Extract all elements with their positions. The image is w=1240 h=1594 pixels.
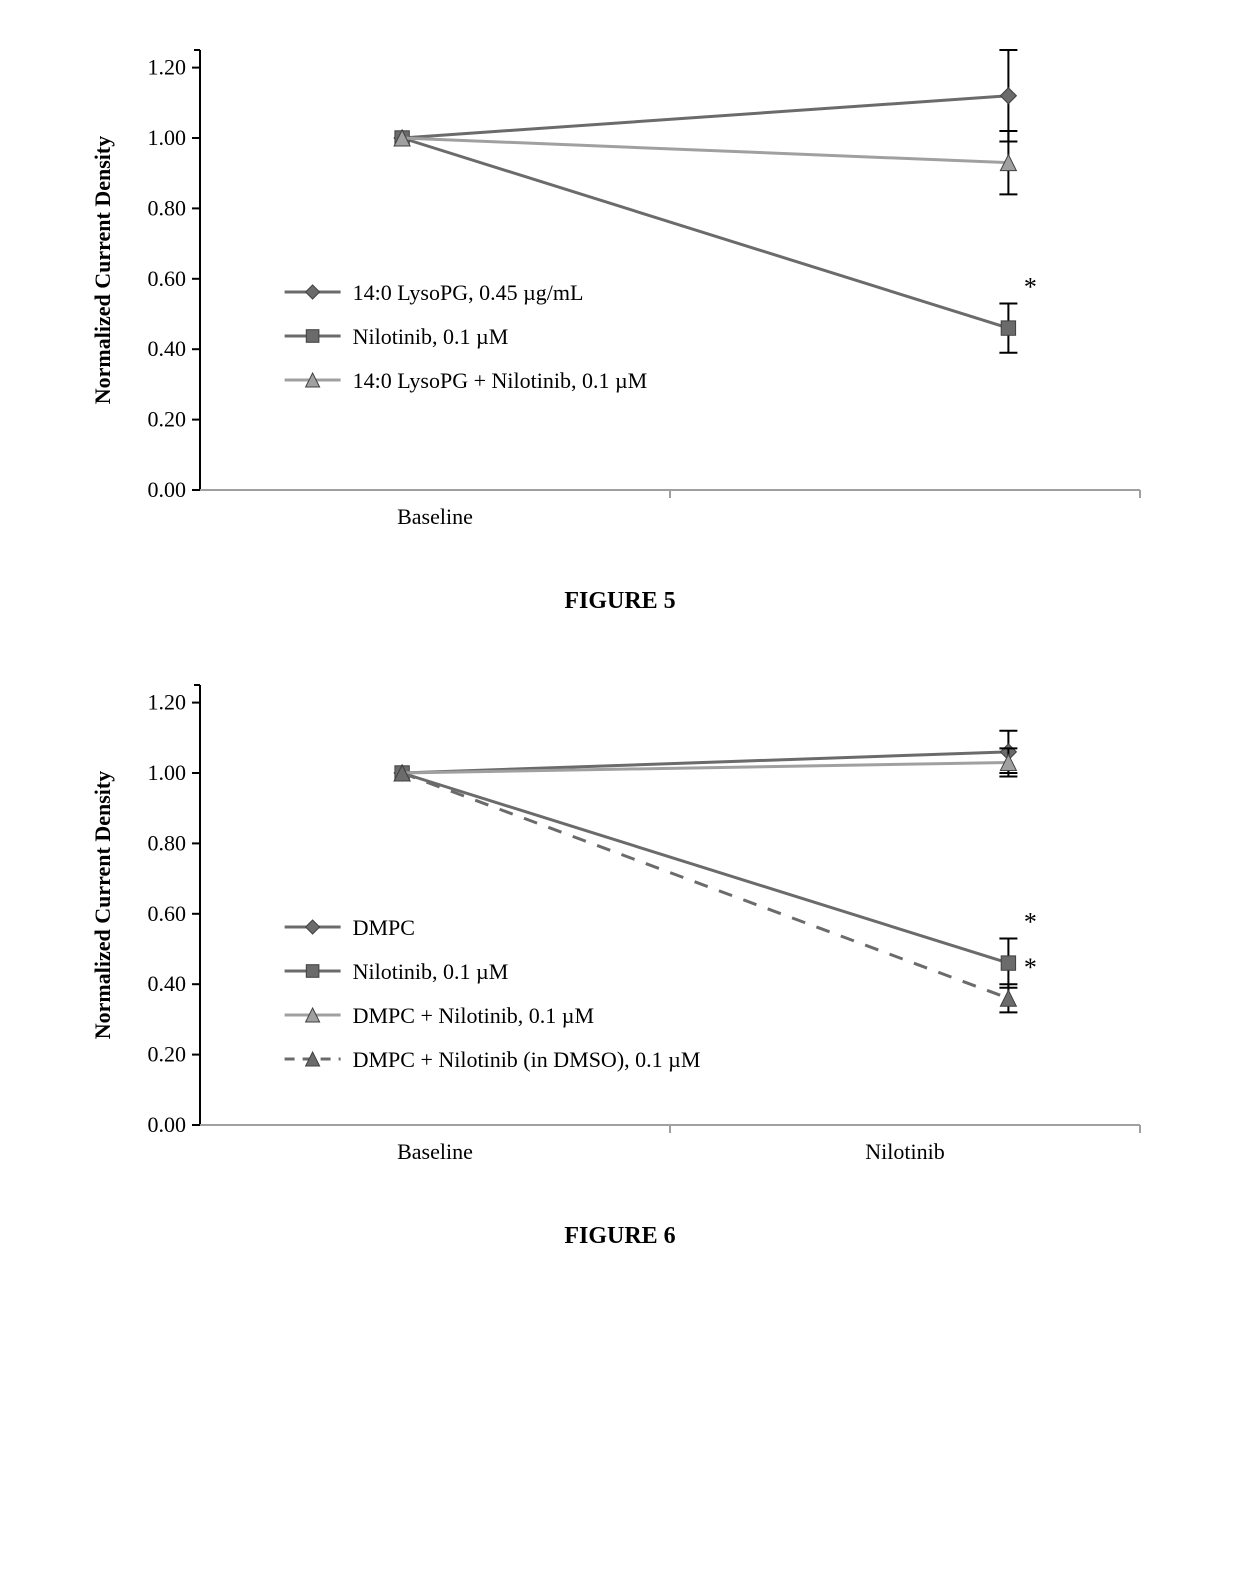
svg-text:1.20: 1.20 xyxy=(148,55,187,80)
svg-text:1.20: 1.20 xyxy=(148,690,187,715)
svg-text:0.00: 0.00 xyxy=(148,1112,187,1137)
svg-text:14:0 LysoPG, 0.45 µg/mL: 14:0 LysoPG, 0.45 µg/mL xyxy=(353,280,584,305)
svg-text:DMPC + Nilotinib (in DMSO), 0.: DMPC + Nilotinib (in DMSO), 0.1 µM xyxy=(353,1047,701,1072)
svg-text:14:0 LysoPG + Nilotinib, 0.1 µ: 14:0 LysoPG + Nilotinib, 0.1 µM xyxy=(353,368,648,393)
svg-text:Baseline: Baseline xyxy=(397,1139,473,1164)
svg-text:*: * xyxy=(1024,272,1037,301)
svg-text:*: * xyxy=(1024,907,1037,936)
svg-text:DMPC: DMPC xyxy=(353,915,415,940)
svg-text:1.00: 1.00 xyxy=(148,760,187,785)
svg-text:0.20: 0.20 xyxy=(148,407,187,432)
svg-text:Baseline: Baseline xyxy=(397,504,473,529)
svg-text:0.40: 0.40 xyxy=(148,336,187,361)
svg-text:Normalized Current Density: Normalized Current Density xyxy=(90,136,115,404)
figure5-chart: 0.00 0.20 0.40 0.60 0.80 1.00 1.20 Baseline Norm… xyxy=(70,20,1170,570)
svg-text:0.20: 0.20 xyxy=(148,1042,187,1067)
svg-text:0.40: 0.40 xyxy=(148,971,187,996)
svg-text:1.00: 1.00 xyxy=(148,125,187,150)
svg-text:0.60: 0.60 xyxy=(148,266,187,291)
svg-text:0.00: 0.00 xyxy=(148,477,187,502)
svg-text:Nilotinib: Nilotinib xyxy=(865,1139,944,1164)
svg-text:*: * xyxy=(1024,953,1037,982)
figure5-caption: FIGURE 5 xyxy=(0,588,1240,615)
figure6-chart: 0.00 0.20 0.40 0.60 0.80 1.00 1.20 Baseline Nilo… xyxy=(70,655,1170,1205)
svg-text:0.80: 0.80 xyxy=(148,195,187,220)
svg-text:Normalized Current Density: Normalized Current Density xyxy=(90,771,115,1039)
svg-text:0.80: 0.80 xyxy=(148,830,187,855)
figure5-svg: 0.00 0.20 0.40 0.60 0.80 1.00 1.20 Baseline Norm… xyxy=(70,20,1170,570)
figure6-svg: 0.00 0.20 0.40 0.60 0.80 1.00 1.20 Baseline Nilo… xyxy=(70,655,1170,1205)
svg-text:0.60: 0.60 xyxy=(148,901,187,926)
svg-text:DMPC + Nilotinib, 0.1 µM: DMPC + Nilotinib, 0.1 µM xyxy=(353,1003,594,1028)
svg-text:Nilotinib, 0.1 µM: Nilotinib, 0.1 µM xyxy=(353,324,509,349)
svg-text:Nilotinib, 0.1 µM: Nilotinib, 0.1 µM xyxy=(353,959,509,984)
figure6-caption: FIGURE 6 xyxy=(0,1223,1240,1250)
